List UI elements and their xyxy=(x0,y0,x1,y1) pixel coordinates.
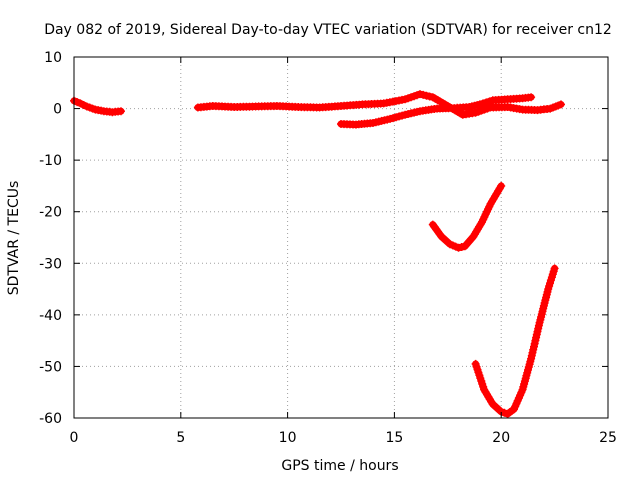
y-axis-label: SDTVAR / TECUs xyxy=(6,181,22,296)
data-point xyxy=(117,107,125,116)
series-track-5 xyxy=(471,264,559,418)
x-axis-label: GPS time / hours xyxy=(281,458,398,474)
data-point xyxy=(497,181,506,190)
x-tick-label: 0 xyxy=(70,430,79,446)
x-tick-label: 5 xyxy=(176,430,185,446)
data-layer xyxy=(70,90,565,418)
tick-layer: 0 5 10 15 20 25 -60 -50 -40 -30 -20 -10 0 10 xyxy=(39,50,617,446)
data-point xyxy=(557,100,565,109)
series-track-4 xyxy=(428,181,506,252)
chart-title: Day 082 of 2019, Sidereal Day-to-day VTE… xyxy=(44,22,612,38)
x-tick-label: 20 xyxy=(492,430,510,446)
y-tick-label: -10 xyxy=(39,153,62,169)
data-point xyxy=(550,264,559,273)
y-tick-label: -40 xyxy=(39,308,62,324)
y-tick-label: -60 xyxy=(39,411,62,427)
y-tick-label: -50 xyxy=(39,359,62,375)
series-track-1 xyxy=(70,96,125,117)
plot-frame xyxy=(73,56,609,419)
data-point xyxy=(527,93,536,102)
y-tick-label: 10 xyxy=(44,50,62,66)
x-tick-label: 10 xyxy=(279,430,297,446)
x-tick-label: 25 xyxy=(599,430,617,446)
series-track-3 xyxy=(337,93,536,129)
y-tick-label: -30 xyxy=(39,256,62,272)
y-tick-label: 0 xyxy=(53,102,62,118)
y-tick-label: -20 xyxy=(39,205,62,221)
series-track-2 xyxy=(193,90,565,119)
x-tick-label: 15 xyxy=(385,430,403,446)
